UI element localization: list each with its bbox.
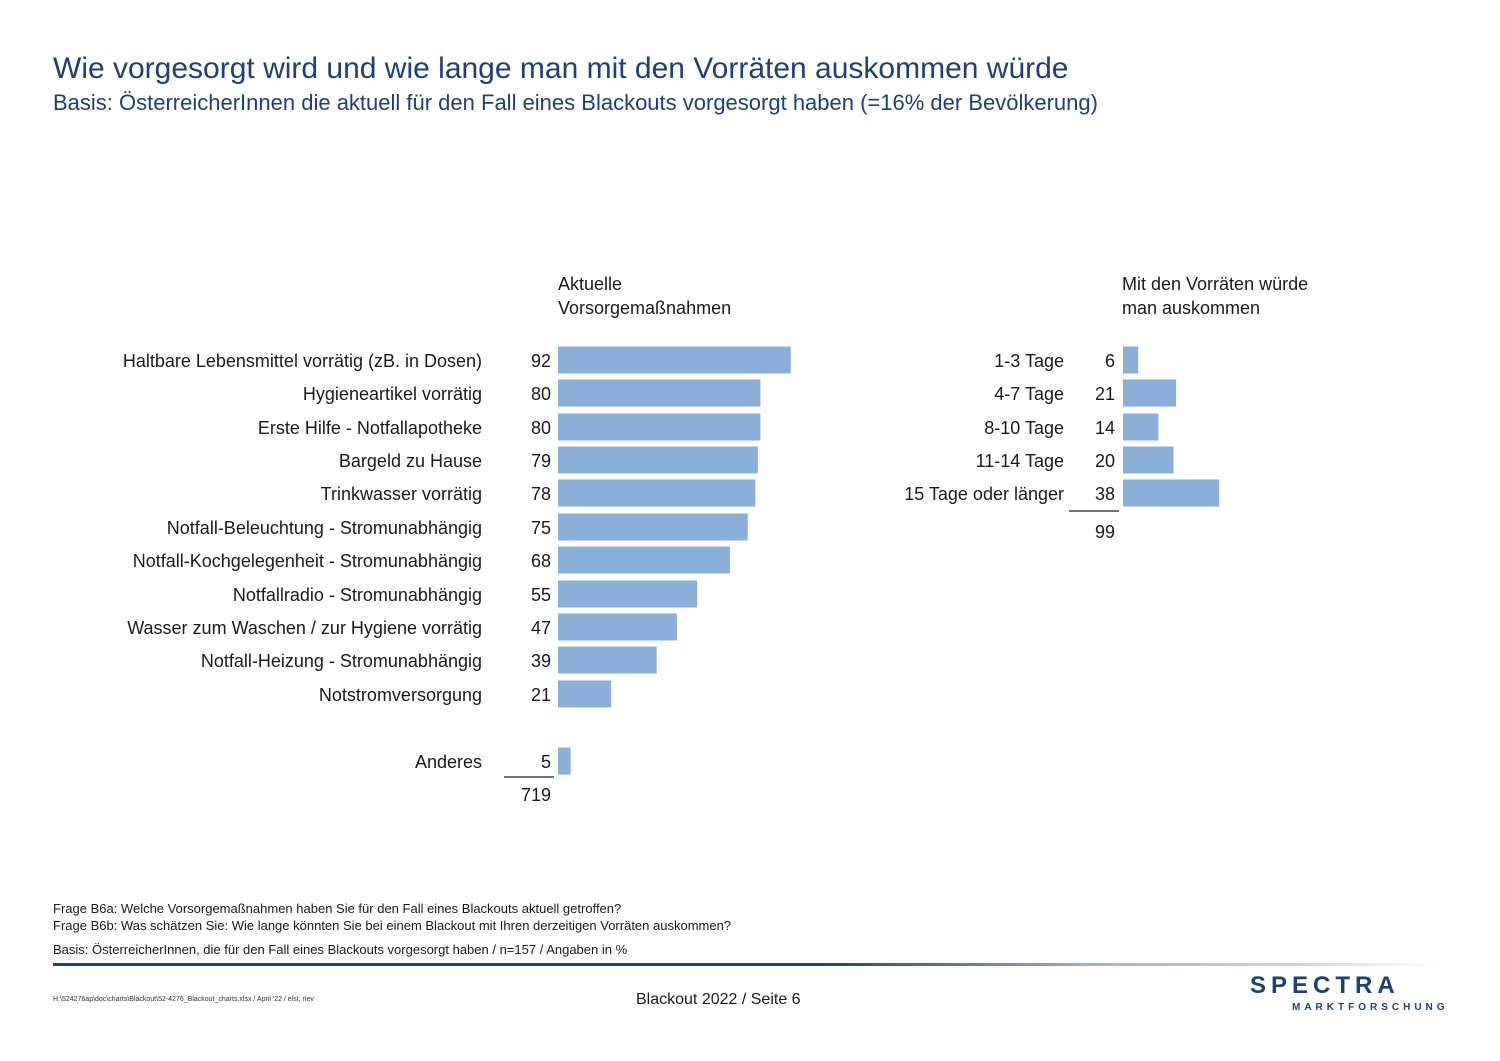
data-label: 38 — [1095, 484, 1115, 504]
bar — [558, 580, 698, 608]
page-title: Wie vorgesorgt wird und wie lange man mi… — [53, 52, 1069, 85]
footer-divider — [53, 963, 1443, 966]
category-label: 15 Tage oder länger — [904, 484, 1064, 504]
data-label: 14 — [1095, 418, 1115, 438]
bar — [1123, 446, 1174, 474]
page-number: Blackout 2022 / Seite 6 — [636, 991, 801, 1008]
chart2-heading-line2: man auskommen — [1122, 298, 1261, 318]
footnote-basis: Basis: ÖsterreicherInnen, die für den Fa… — [53, 942, 628, 957]
data-label: 21 — [1095, 384, 1115, 404]
bar — [558, 546, 731, 574]
data-label: 80 — [531, 384, 551, 404]
category-label: 4-7 Tage — [994, 384, 1064, 404]
bar — [1123, 379, 1177, 407]
footnote-question-b6b: Frage B6b: Was schätzen Sie: Wie lange k… — [53, 918, 732, 933]
category-label: Trinkwasser vorrätig — [321, 484, 482, 504]
category-label: Notfallradio - Stromunabhängig — [233, 585, 482, 605]
bar — [558, 680, 612, 708]
bar — [1123, 413, 1159, 441]
category-label: Haltbare Lebensmittel vorrätig (zB. in D… — [123, 351, 482, 371]
chart2-heading: Mit den Vorräten würde man auskommen — [1122, 272, 1308, 320]
data-label: 55 — [531, 585, 551, 605]
category-label: Bargeld zu Hause — [339, 451, 482, 471]
category-label: Notfall-Beleuchtung - Stromunabhängig — [167, 518, 482, 538]
bar-charts: Haltbare Lebensmittel vorrätig (zB. in D… — [123, 346, 1220, 805]
page-subtitle: Basis: ÖsterreicherInnen die aktuell für… — [53, 90, 1098, 115]
data-label: 47 — [531, 618, 551, 638]
bar — [558, 479, 756, 507]
data-label: 80 — [531, 418, 551, 438]
data-label: 68 — [531, 551, 551, 571]
footnotes: Frage B6a: Welche Vorsorgemaßnahmen habe… — [53, 900, 731, 958]
total-label: 99 — [1095, 522, 1115, 542]
category-label: 1-3 Tage — [994, 351, 1064, 371]
footnote-question-b6a: Frage B6a: Welche Vorsorgemaßnahmen habe… — [53, 901, 622, 916]
bar — [558, 646, 657, 674]
chart1-heading-line2: Vorsorgemaßnahmen — [558, 298, 732, 318]
data-label: 78 — [531, 484, 551, 504]
data-label: 92 — [531, 351, 551, 371]
file-path: H:\524276ap\doc\charts\Blackout\52-4276_… — [53, 996, 314, 1003]
chart1-heading-line1: Aktuelle — [558, 274, 623, 294]
data-label: 39 — [531, 651, 551, 671]
category-label: Anderes — [415, 752, 482, 772]
category-label: Notfall-Kochgelegenheit - Stromunabhängi… — [133, 551, 482, 571]
category-label: Erste Hilfe - Notfallapotheke — [258, 418, 482, 438]
category-label: Notstromversorgung — [319, 685, 482, 705]
bar — [558, 379, 761, 407]
bar — [558, 747, 571, 775]
bar — [558, 446, 758, 474]
category-label: Notfall-Heizung - Stromunabhängig — [201, 651, 482, 671]
bar — [558, 513, 748, 541]
data-label: 21 — [531, 685, 551, 705]
logo-tagline: MARKTFORSCHUNG — [1292, 1002, 1449, 1013]
category-label: Hygieneartikel vorrätig — [303, 384, 482, 404]
bar — [1123, 346, 1139, 374]
data-label: 6 — [1105, 351, 1115, 371]
category-label: 8-10 Tage — [984, 418, 1064, 438]
bar — [1123, 479, 1220, 507]
data-label: 79 — [531, 451, 551, 471]
category-label: 11-14 Tage — [976, 451, 1064, 471]
category-label: Wasser zum Waschen / zur Hygiene vorräti… — [127, 618, 482, 638]
chart1-heading: Aktuelle Vorsorgemaßnahmen — [558, 272, 731, 320]
bar — [558, 613, 677, 641]
total-label: 719 — [521, 785, 551, 805]
bar — [558, 413, 761, 441]
data-label: 5 — [541, 752, 551, 772]
spectra-logo: SPECTRA MARKTFORSCHUNG — [1250, 972, 1449, 1013]
data-label: 75 — [531, 518, 551, 538]
data-label: 20 — [1095, 451, 1115, 471]
logo-wordmark: SPECTRA — [1250, 972, 1400, 999]
chart2-heading-line1: Mit den Vorräten würde — [1122, 274, 1309, 294]
bar — [558, 346, 791, 374]
